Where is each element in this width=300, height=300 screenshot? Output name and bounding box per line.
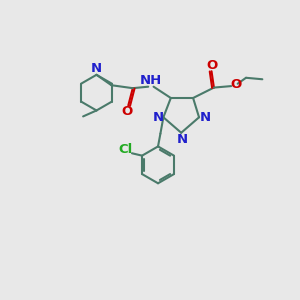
Text: O: O: [206, 59, 217, 72]
Text: N: N: [200, 111, 211, 124]
Text: Cl: Cl: [118, 143, 132, 156]
Text: N: N: [90, 62, 101, 75]
Text: NH: NH: [140, 74, 162, 87]
Text: O: O: [121, 105, 132, 118]
Text: N: N: [152, 111, 164, 124]
Text: N: N: [177, 133, 188, 146]
Text: O: O: [231, 78, 242, 91]
